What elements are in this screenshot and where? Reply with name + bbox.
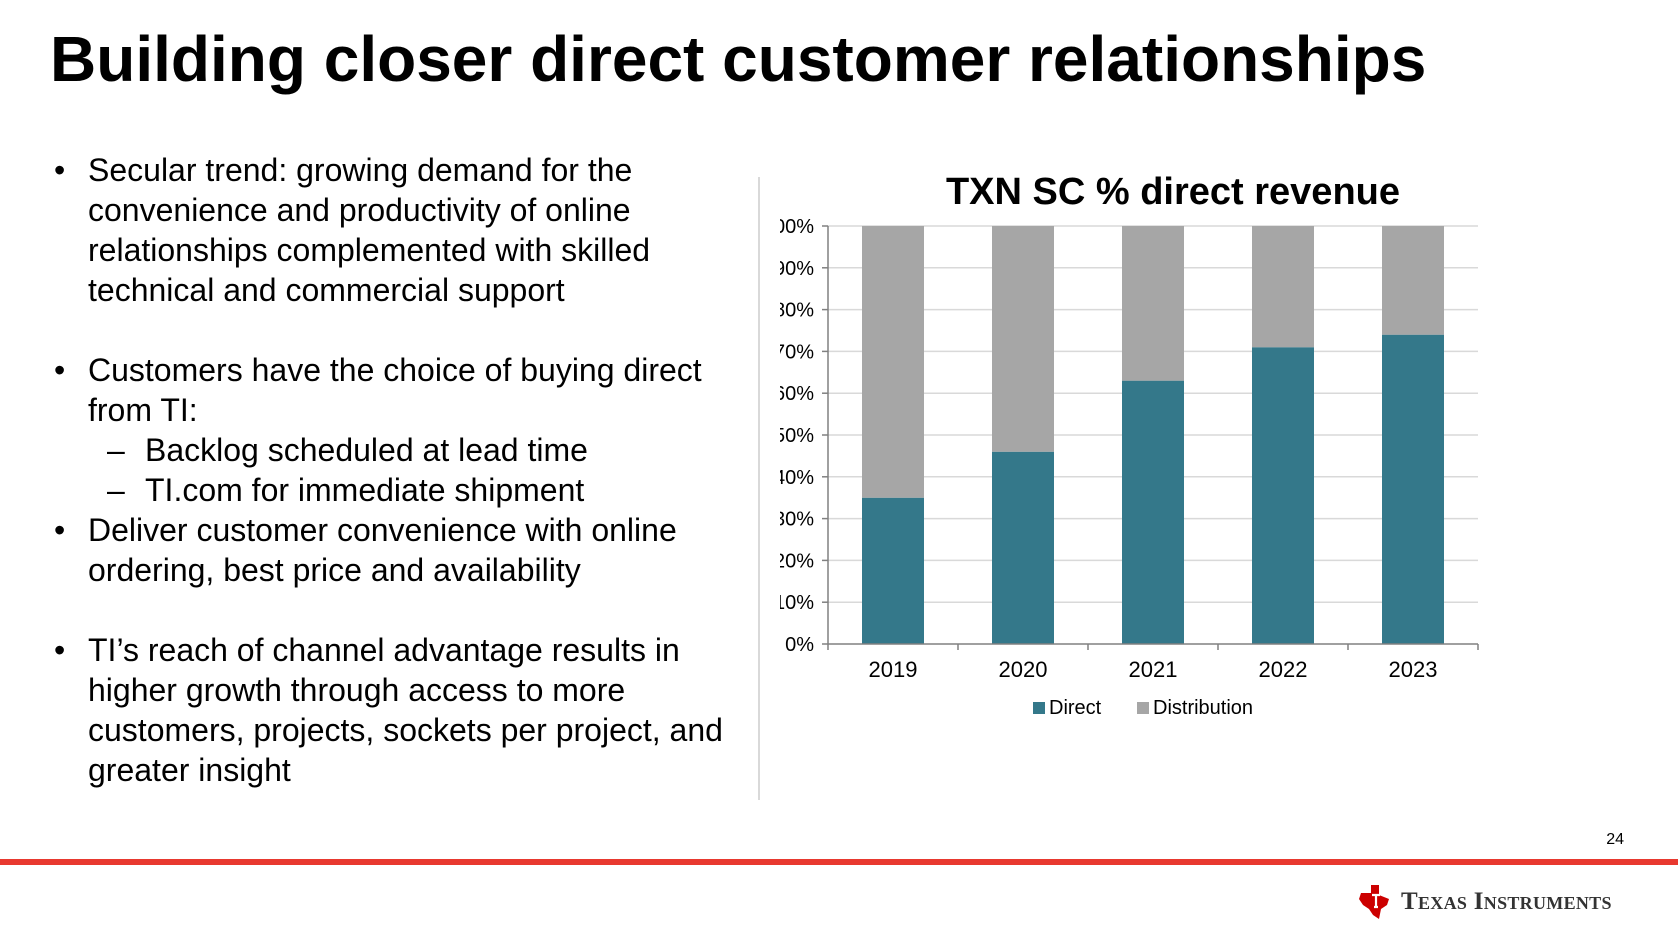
bar-distribution: [992, 226, 1054, 452]
bullet-glyph: •: [54, 632, 66, 668]
y-tick-label: 40%: [780, 467, 814, 489]
y-tick-label: 10%: [780, 592, 814, 614]
legend-label-direct: Direct: [1049, 697, 1102, 719]
slide-title: Building closer direct customer relation…: [50, 23, 1427, 95]
bar-direct: [1122, 380, 1184, 644]
x-tick-label: 2019: [869, 657, 918, 682]
chart-title: TXN SC % direct revenue: [946, 171, 1400, 213]
bullet-item: • Deliver customer convenience with onli…: [54, 510, 744, 590]
bar-distribution: [1252, 226, 1314, 348]
y-tick-label: 0%: [785, 634, 814, 656]
y-tick-label: 80%: [780, 300, 814, 322]
y-tick-label: 30%: [780, 509, 814, 531]
y-tick-label: 20%: [780, 550, 814, 572]
y-tick-label: 50%: [780, 425, 814, 447]
x-tick-label: 2023: [1389, 657, 1438, 682]
bar-distribution: [1122, 226, 1184, 381]
logo-text: Texas Instruments: [1401, 888, 1612, 915]
bullet-glyph: •: [54, 352, 66, 388]
bar-distribution: [1382, 226, 1444, 335]
bar-distribution: [862, 226, 924, 498]
bullet-glyph: •: [54, 152, 66, 188]
page-number: 24: [1606, 831, 1624, 848]
y-tick-label: 70%: [780, 341, 814, 363]
bar-direct: [1382, 334, 1444, 644]
x-tick-label: 2020: [999, 657, 1048, 682]
legend-label-distribution: Distribution: [1153, 697, 1253, 719]
sub-bullet-glyph: –: [107, 432, 125, 468]
footer-accent-line: [0, 859, 1678, 865]
x-tick-label: 2021: [1129, 657, 1178, 682]
bullet-text: TI’s reach of channel advantage results …: [88, 632, 723, 788]
sub-bullet-text: Backlog scheduled at lead time: [145, 432, 588, 468]
bullet-text: Deliver customer convenience with online…: [88, 512, 677, 588]
legend-swatch-direct: [1033, 702, 1045, 714]
x-tick-label: 2022: [1259, 657, 1308, 682]
legend-swatch-distribution: [1137, 702, 1149, 714]
sub-bullet-glyph: –: [107, 472, 125, 508]
bullet-list: • Secular trend: growing demand for the …: [54, 150, 744, 790]
sub-bullet-item: – Backlog scheduled at lead time: [54, 430, 744, 470]
bullet-item: • Secular trend: growing demand for the …: [54, 150, 744, 310]
sub-bullet-item: – TI.com for immediate shipment: [54, 470, 744, 510]
bar-direct: [862, 497, 924, 644]
bullet-text: Secular trend: growing demand for the co…: [88, 152, 651, 308]
sub-bullet-text: TI.com for immediate shipment: [145, 472, 585, 508]
stacked-bar-chart: TXN SC % direct revenue 0% 10% 20% 30% 40% 50%…: [780, 171, 1479, 719]
bullet-text: Customers have the choice of buying dire…: [88, 352, 702, 428]
ti-logo: Texas Instruments: [1355, 880, 1612, 924]
bullet-item: • Customers have the choice of buying di…: [54, 350, 744, 430]
y-tick-label: 100%: [780, 216, 814, 238]
y-tick-label: 90%: [780, 258, 814, 280]
bar-direct: [992, 451, 1054, 644]
bar-direct: [1252, 347, 1314, 644]
vertical-divider: [758, 177, 760, 800]
texas-state-logo-icon: [1359, 885, 1389, 919]
y-tick-label: 60%: [780, 383, 814, 405]
bullet-item: • TI’s reach of channel advantage result…: [54, 630, 744, 790]
bullet-glyph: •: [54, 512, 66, 548]
